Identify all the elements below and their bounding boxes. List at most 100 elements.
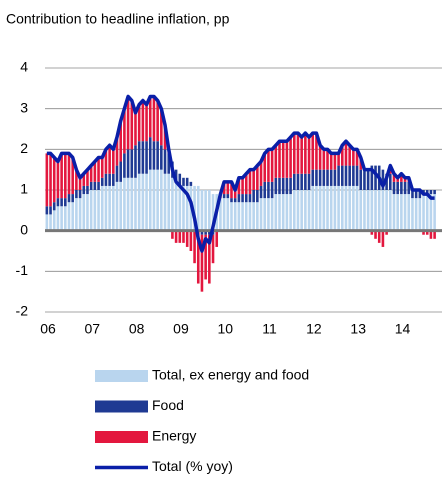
bar-segment — [222, 198, 226, 231]
bar-segment — [226, 181, 230, 195]
bar-segment — [97, 181, 100, 190]
bar-segment — [196, 185, 200, 231]
bar-segment — [429, 194, 433, 231]
bar-segment — [93, 181, 97, 190]
bar-segment — [307, 137, 311, 174]
bar-segment — [130, 177, 134, 231]
bar-segment — [322, 149, 326, 170]
bar-segment — [252, 169, 255, 190]
bar-segment — [200, 230, 204, 235]
bar-segment — [241, 194, 244, 203]
bar-segment — [160, 169, 163, 231]
bar-segment — [178, 185, 182, 231]
bar-segment — [304, 133, 307, 174]
bar-segment — [352, 165, 355, 186]
bar-segment — [156, 100, 159, 142]
bar-segment — [414, 190, 418, 199]
bar-segment — [403, 177, 407, 182]
bar-segment — [200, 234, 204, 292]
bar-segment — [267, 181, 270, 199]
x-tick-label: 06 — [40, 321, 56, 337]
bar-segment — [385, 230, 388, 235]
bar-segment — [71, 202, 74, 231]
bar-segment — [392, 173, 396, 182]
bar-segment — [433, 190, 436, 195]
bar-segment — [52, 157, 56, 203]
bar-segment — [167, 153, 171, 174]
bar-segment — [174, 169, 178, 182]
bar-segment — [67, 194, 71, 203]
bar-segment — [318, 185, 322, 231]
bar-segment — [163, 124, 167, 150]
bar-segment — [75, 169, 78, 190]
bar-segment — [100, 185, 104, 231]
x-tick-label: 14 — [395, 321, 411, 337]
bar-segment — [418, 198, 422, 231]
bar-segment — [244, 202, 248, 231]
bar-segment — [196, 230, 200, 284]
bar-segment — [278, 141, 281, 178]
bar-segment — [134, 177, 137, 231]
bar-segment — [137, 104, 141, 142]
bar-segment — [67, 202, 71, 231]
bar-segment — [208, 234, 211, 284]
bar-segment — [274, 177, 278, 195]
bar-segment — [71, 194, 74, 203]
bar-segment — [226, 194, 230, 199]
bar-segment — [355, 149, 359, 166]
bar-segment — [193, 185, 196, 231]
bar-segment — [326, 149, 329, 170]
bar-segment — [248, 194, 252, 203]
legend-swatch — [95, 370, 148, 382]
bar-segment — [137, 173, 141, 231]
bar-segment — [200, 190, 204, 231]
bar-segment — [411, 198, 414, 231]
bar-segment — [248, 202, 252, 231]
bar-segment — [281, 177, 285, 195]
bar-segment — [311, 185, 315, 231]
bar-segment — [256, 202, 259, 231]
bar-segment — [89, 181, 93, 190]
bar-segment — [137, 141, 141, 174]
bar-segment — [292, 173, 296, 190]
bar-segment — [49, 206, 52, 215]
bar-segment — [100, 157, 104, 178]
bar-segment — [374, 230, 377, 239]
bar-segment — [182, 230, 185, 243]
bar-segment — [385, 190, 388, 231]
bar-segment — [259, 185, 263, 199]
bar-segment — [285, 141, 289, 178]
bar-segment — [377, 230, 381, 243]
x-tick-label: 07 — [85, 321, 101, 337]
bar-segment — [119, 161, 122, 182]
bar-segment — [86, 185, 89, 195]
bar-segment — [400, 181, 403, 195]
bar-segment — [278, 177, 281, 195]
bar-segment — [263, 153, 267, 182]
bar-segment — [348, 145, 351, 166]
bar-segment — [400, 173, 403, 182]
y-tick-label: -2 — [16, 303, 29, 319]
bar-segment — [363, 190, 366, 231]
bar-segment — [256, 190, 259, 203]
bar-segment — [174, 181, 178, 231]
bar-segment — [163, 149, 167, 174]
legend-label: Energy — [152, 428, 196, 444]
bar-segment — [315, 169, 318, 186]
bar-segment — [52, 210, 56, 231]
legend-label: Food — [152, 397, 184, 413]
bar-segment — [422, 230, 425, 235]
bar-segment — [270, 181, 274, 199]
bar-segment — [267, 198, 270, 231]
bar-segment — [370, 165, 374, 190]
bar-segment — [392, 181, 396, 195]
bar-segment — [366, 169, 370, 190]
bar-segment — [256, 165, 259, 190]
bar-segment — [130, 100, 134, 150]
bar-segment — [311, 169, 315, 186]
bar-segment — [148, 96, 152, 138]
bar-segment — [167, 173, 171, 231]
bar-segment — [344, 141, 348, 166]
bar-segment — [296, 133, 300, 174]
